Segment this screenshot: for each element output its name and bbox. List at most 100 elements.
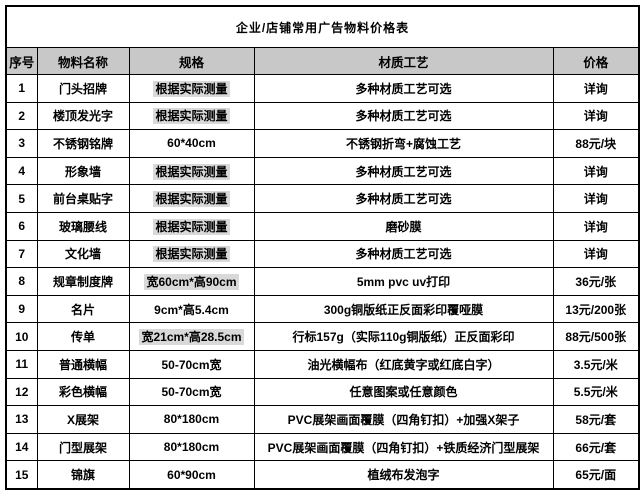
column-header-spec: 规格: [128, 47, 255, 75]
spec-value: 宽21cm*高28.5cm: [139, 329, 244, 346]
cell-process: 油光横幅布（红底黄字或红底白字）: [253, 349, 554, 379]
cell-process: 5mm pvc uv打印: [253, 267, 554, 296]
cell-row-number: 6: [5, 211, 38, 241]
spec-value: 50-70cm宽: [161, 357, 222, 372]
price-table-body: 1 门头招牌 根据实际测量 多种材质工艺可选 详询 2 楼顶发光字 根据实际测量…: [5, 74, 640, 490]
column-header-price: 价格: [552, 47, 640, 75]
table-row: 8 规章制度牌 宽60cm*高90cm 5mm pvc uv打印 36元/张: [5, 267, 640, 296]
cell-material-name: 形象墙: [36, 156, 130, 186]
cell-row-number: 8: [5, 267, 38, 296]
cell-spec: 80*180cm: [128, 432, 255, 462]
cell-process: 多种材质工艺可选: [253, 184, 554, 213]
cell-material-name: 门头招牌: [36, 74, 130, 103]
cell-spec: 50-70cm宽: [128, 349, 255, 379]
cell-row-number: 10: [5, 322, 38, 351]
table-header-row: 序号 物料名称 规格 材质工艺 价格: [5, 47, 640, 75]
cell-spec: 根据实际测量: [128, 184, 255, 213]
cell-process: 多种材质工艺可选: [253, 74, 554, 103]
cell-row-number: 4: [5, 156, 38, 186]
cell-row-number: 1: [5, 74, 38, 103]
title-row: 企业/店铺常用广告物料价格表: [5, 5, 640, 48]
cell-material-name: 规章制度牌: [36, 267, 130, 296]
spec-value: 根据实际测量: [153, 108, 230, 125]
cell-material-name: 彩色横幅: [36, 377, 130, 407]
cell-spec: 60*90cm: [128, 460, 255, 490]
cell-material-name: 楼顶发光字: [36, 101, 130, 131]
cell-price: 36元/张: [552, 267, 640, 296]
cell-material-name: 普通横幅: [36, 349, 130, 379]
cell-row-number: 9: [5, 294, 38, 324]
table-row: 11 普通横幅 50-70cm宽 油光横幅布（红底黄字或红底白字） 3.5元/米: [5, 349, 640, 379]
cell-price: 3.5元/米: [552, 349, 640, 379]
cell-row-number: 15: [5, 460, 38, 490]
cell-price: 详询: [552, 211, 640, 241]
cell-spec: 80*180cm: [128, 405, 255, 434]
cell-price: 5.5元/米: [552, 377, 640, 407]
cell-price: 88元/500张: [552, 322, 640, 351]
table-row: 2 楼顶发光字 根据实际测量 多种材质工艺可选 详询: [5, 101, 640, 131]
cell-process: 多种材质工艺可选: [253, 156, 554, 186]
price-table: 企业/店铺常用广告物料价格表 序号 物料名称 规格 材质工艺 价格 1 门头招牌…: [5, 5, 641, 490]
spec-value: 60*40cm: [167, 136, 216, 151]
cell-spec: 60*40cm: [128, 129, 255, 158]
cell-process: PVC展架画面覆膜（四角钉扣）+加强X架子: [253, 405, 554, 434]
table-row: 5 前台桌贴字 根据实际测量 多种材质工艺可选 详询: [5, 184, 640, 213]
spec-value: 根据实际测量: [153, 163, 230, 180]
cell-price: 88元/块: [552, 129, 640, 158]
spec-value: 80*180cm: [163, 412, 220, 427]
cell-spec: 根据实际测量: [128, 239, 255, 269]
cell-spec: 根据实际测量: [128, 156, 255, 186]
cell-spec: 根据实际测量: [128, 211, 255, 241]
cell-row-number: 3: [5, 129, 38, 158]
column-header-process: 材质工艺: [253, 47, 554, 75]
cell-process: 300g铜版纸正反面彩印覆哑膜: [253, 294, 554, 324]
cell-price: 58元/套: [552, 405, 640, 434]
cell-material-name: X展架: [36, 405, 130, 434]
cell-spec: 宽21cm*高28.5cm: [128, 322, 255, 351]
cell-row-number: 12: [5, 377, 38, 407]
spec-value: 50-70cm宽: [161, 385, 222, 400]
cell-price: 详询: [552, 156, 640, 186]
cell-price: 详询: [552, 239, 640, 269]
cell-price: 详询: [552, 101, 640, 131]
cell-spec: 9cm*高5.4cm: [128, 294, 255, 324]
cell-row-number: 5: [5, 184, 38, 213]
column-header-name: 物料名称: [36, 47, 130, 75]
cell-row-number: 14: [5, 432, 38, 462]
cell-price: 详询: [552, 184, 640, 213]
table-row: 15 锦旗 60*90cm 植绒布发泡字 65元/面: [5, 460, 640, 490]
page-title: 企业/店铺常用广告物料价格表: [5, 5, 640, 48]
spec-value: 60*90cm: [167, 467, 216, 482]
cell-row-number: 13: [5, 405, 38, 434]
table-row: 6 玻璃腰线 根据实际测量 磨砂膜 详询: [5, 211, 640, 241]
cell-material-name: 传单: [36, 322, 130, 351]
cell-row-number: 11: [5, 349, 38, 379]
cell-price: 66元/套: [552, 432, 640, 462]
spec-value: 根据实际测量: [153, 191, 230, 208]
cell-material-name: 玻璃腰线: [36, 211, 130, 241]
cell-process: 多种材质工艺可选: [253, 239, 554, 269]
cell-price: 详询: [552, 74, 640, 103]
cell-spec: 50-70cm宽: [128, 377, 255, 407]
table-row: 3 不锈钢铭牌 60*40cm 不锈钢折弯+腐蚀工艺 88元/块: [5, 129, 640, 158]
cell-row-number: 2: [5, 101, 38, 131]
cell-material-name: 文化墙: [36, 239, 130, 269]
table-row: 7 文化墙 根据实际测量 多种材质工艺可选 详询: [5, 239, 640, 269]
cell-process: PVC展架画面覆膜（四角钉扣）+铁质经济门型展架: [253, 432, 554, 462]
spec-value: 根据实际测量: [153, 80, 230, 97]
cell-process: 不锈钢折弯+腐蚀工艺: [253, 129, 554, 158]
table-row: 12 彩色横幅 50-70cm宽 任意图案或任意颜色 5.5元/米: [5, 377, 640, 407]
cell-spec: 根据实际测量: [128, 101, 255, 131]
cell-process: 磨砂膜: [253, 211, 554, 241]
cell-material-name: 名片: [36, 294, 130, 324]
cell-process: 多种材质工艺可选: [253, 101, 554, 131]
spec-value: 80*180cm: [163, 440, 220, 455]
table-row: 14 门型展架 80*180cm PVC展架画面覆膜（四角钉扣）+铁质经济门型展…: [5, 432, 640, 462]
cell-price: 13元/200张: [552, 294, 640, 324]
spec-value: 宽60cm*高90cm: [144, 273, 239, 290]
price-sheet-page: 企业/店铺常用广告物料价格表 序号 物料名称 规格 材质工艺 价格 1 门头招牌…: [0, 5, 643, 500]
spec-value: 根据实际测量: [153, 218, 230, 235]
table-row: 13 X展架 80*180cm PVC展架画面覆膜（四角钉扣）+加强X架子 58…: [5, 405, 640, 434]
cell-spec: 根据实际测量: [128, 74, 255, 103]
table-row: 10 传单 宽21cm*高28.5cm 行标157g（实际110g铜版纸）正反面…: [5, 322, 640, 351]
